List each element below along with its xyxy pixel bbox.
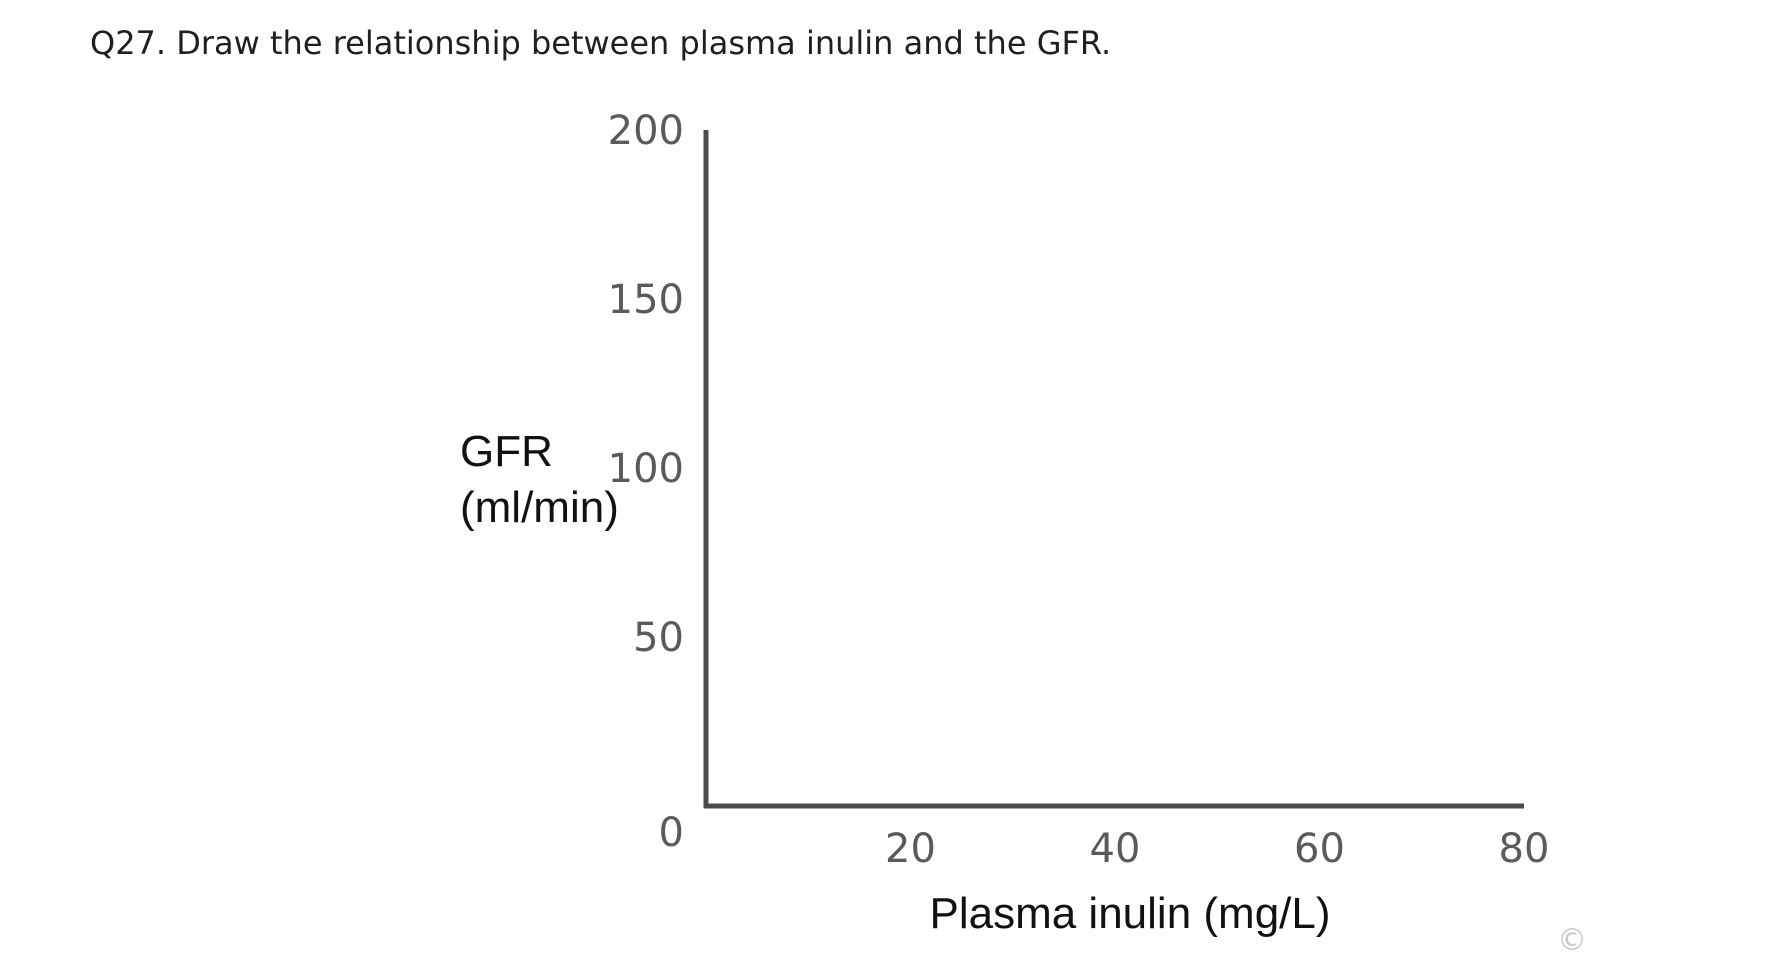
x-tick-label: 60 — [1294, 826, 1345, 872]
question-text: Q27. Draw the relationship between plasm… — [90, 24, 1112, 62]
y-tick-labels: 0 50 100 150 200 — [608, 108, 684, 856]
copyright-icon: © — [1557, 923, 1587, 956]
chart-axes — [703, 130, 1524, 809]
y-tick-label: 100 — [608, 446, 684, 492]
x-tick-label: 80 — [1499, 826, 1550, 872]
y-tick-label: 50 — [633, 615, 684, 661]
y-tick-label: 200 — [608, 108, 684, 154]
x-axis-label: Plasma inulin (mg/L) — [929, 889, 1330, 938]
y-tick-label: 0 — [659, 810, 684, 856]
x-tick-label: 40 — [1090, 826, 1141, 872]
y-tick-label: 150 — [608, 277, 684, 323]
x-tick-label: 20 — [885, 826, 936, 872]
x-tick-labels: 20 40 60 80 — [885, 826, 1549, 872]
y-axis-label-line1: GFR — [460, 427, 553, 476]
y-axis-label-line2: (ml/min) — [460, 483, 619, 532]
